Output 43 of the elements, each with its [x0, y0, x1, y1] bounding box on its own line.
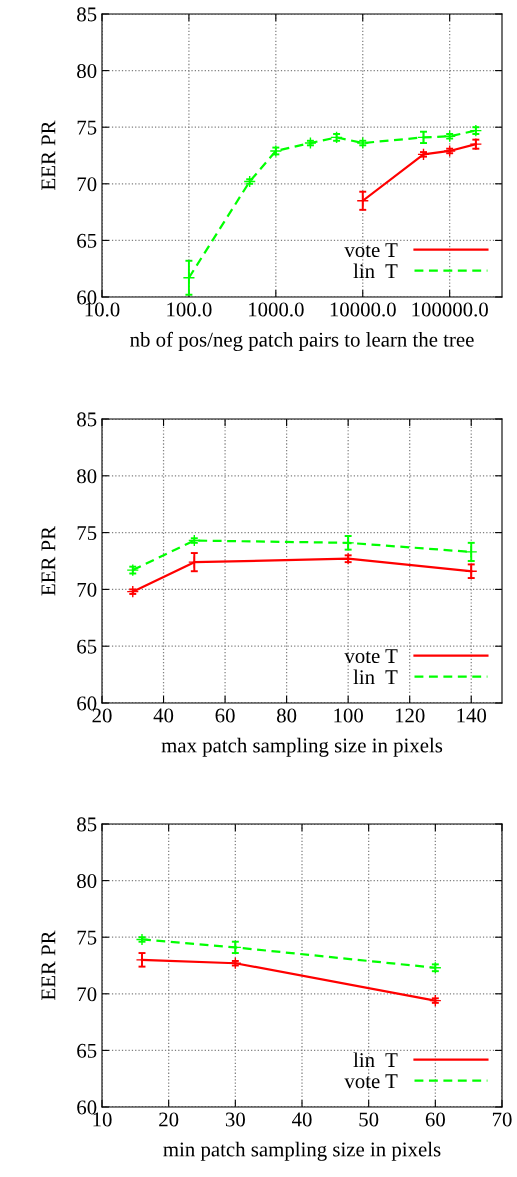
y-tick-label: 65 [77, 639, 97, 654]
legend-label: vote T [344, 243, 398, 258]
legend-label: vote T [344, 1074, 398, 1089]
y-axis-title: EER PR [41, 120, 56, 190]
x-tick-label: 60 [425, 1112, 445, 1127]
y-tick-label: 65 [77, 233, 97, 248]
x-tick-label: 1000.0 [249, 302, 304, 317]
x-tick-label: 120 [395, 708, 425, 723]
y-tick-label: 75 [77, 526, 97, 541]
legend-label: lin T [353, 669, 398, 684]
legend-label: lin T [353, 1052, 398, 1067]
x-tick-label: 100 [334, 708, 363, 723]
y-tick-label: 75 [77, 120, 97, 135]
y-tick-label: 80 [77, 873, 97, 889]
x-tick-label: 20 [159, 1112, 179, 1127]
x-axis-title: max patch sampling size in pixels [161, 737, 443, 757]
x-axis-title: min patch sampling size in pixels [163, 1141, 441, 1161]
x-tick-label: 70 [492, 1112, 512, 1127]
x-tick-label: 140 [457, 708, 487, 723]
x-tick-label: 50 [359, 1112, 379, 1127]
y-tick-label: 70 [77, 582, 97, 597]
legend-label: lin T [353, 263, 398, 278]
x-tick-label: 30 [225, 1112, 245, 1127]
x-axis-title: nb of pos/neg patch pairs to learn the tree [130, 331, 474, 352]
x-tick-label: 40 [153, 708, 174, 723]
y-tick-label: 85 [77, 412, 97, 427]
y-tick-label: 75 [77, 930, 97, 945]
x-tick-label: 80 [276, 708, 297, 723]
legend-label: vote T [344, 649, 398, 664]
y-axis-title: EER PR [41, 526, 56, 596]
x-tick-label: 40 [291, 1112, 312, 1127]
x-tick-label: 100.0 [167, 302, 212, 317]
y-tick-label: 65 [77, 1043, 97, 1058]
y-tick-label: 70 [77, 987, 97, 1002]
x-tick-label: 10000.0 [330, 302, 396, 317]
y-tick-label: 70 [77, 177, 97, 192]
x-tick-label: 60 [215, 708, 235, 723]
y-tick-label: 85 [77, 817, 97, 832]
y-axis-title: EER PR [41, 930, 56, 1000]
y-tick-label: 80 [77, 63, 97, 79]
y-tick-label: 80 [77, 469, 97, 484]
y-tick-label: 85 [77, 7, 97, 22]
x-tick-label: 100000.0 [412, 302, 488, 317]
